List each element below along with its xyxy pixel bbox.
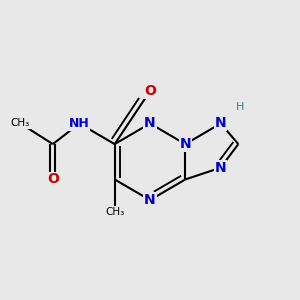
Text: N: N	[215, 161, 226, 175]
Text: NH: NH	[69, 117, 90, 130]
Text: O: O	[47, 172, 59, 186]
Text: CH₃: CH₃	[11, 118, 30, 128]
Text: CH₃: CH₃	[105, 207, 124, 217]
Text: O: O	[144, 84, 156, 98]
Text: H: H	[236, 102, 244, 112]
Text: N: N	[144, 193, 156, 207]
Text: N: N	[215, 116, 226, 130]
Text: N: N	[179, 137, 191, 151]
Text: N: N	[144, 116, 156, 130]
